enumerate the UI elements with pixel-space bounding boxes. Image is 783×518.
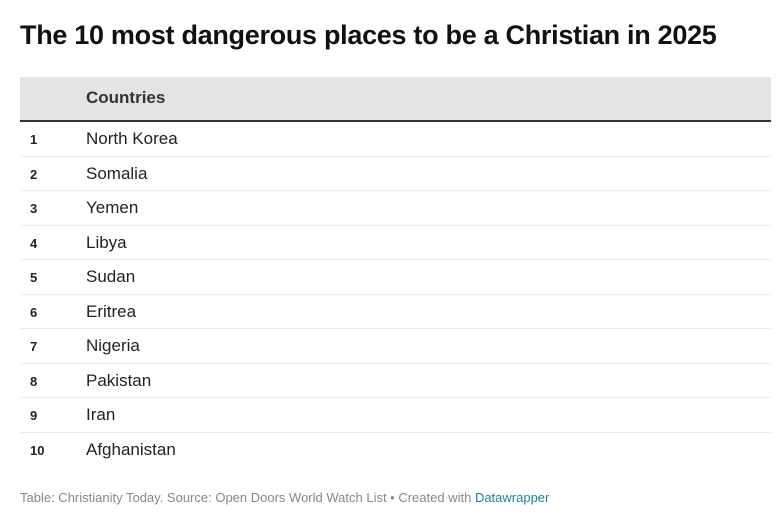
country-cell: Somalia — [86, 163, 148, 183]
country-cell: Afghanistan — [86, 439, 176, 459]
table-row: 1 North Korea — [20, 122, 771, 157]
table-row: 5 Sudan — [20, 260, 771, 295]
table-row: 3 Yemen — [20, 191, 771, 226]
table-header: Countries — [20, 77, 771, 122]
country-cell: Eritrea — [86, 301, 137, 321]
country-cell: Libya — [86, 232, 127, 252]
table-row: 10 Afghanistan — [20, 433, 771, 468]
table-row: 6 Eritrea — [20, 295, 771, 329]
country-cell: Yemen — [86, 198, 139, 217]
country-cell: North Korea — [86, 129, 178, 148]
table-row: 8 Pakistan — [20, 364, 771, 398]
table-body: 1 North Korea 2 Somalia 3 Yemen 4 Libya 5 Sudan 6 E… — [20, 122, 771, 467]
rank-cell: 5 — [30, 270, 38, 285]
table-row: 4 Libya — [20, 226, 771, 260]
table-row: 7 Nigeria — [20, 329, 771, 364]
rank-cell: 8 — [30, 373, 38, 389]
country-cell: Sudan — [86, 267, 136, 286]
country-cell: Iran — [86, 405, 116, 424]
rank-cell: 2 — [30, 166, 38, 182]
rank-cell: 1 — [30, 132, 38, 147]
rank-cell: 4 — [30, 235, 38, 251]
table-row: 2 Somalia — [20, 157, 771, 191]
rank-cell: 7 — [30, 339, 38, 354]
table-row: 9 Iran — [20, 398, 771, 433]
column-header-countries: Countries — [86, 88, 166, 107]
rank-cell: 3 — [30, 201, 38, 216]
country-cell: Pakistan — [86, 370, 152, 390]
rank-cell: 9 — [30, 408, 38, 423]
ranking-table: Countries 1 North Korea 2 Somalia 3 Yemen 4 Lib… — [20, 77, 771, 467]
datawrapper-link[interactable]: Datawrapper — [474, 490, 550, 505]
chart-title: The 10 most dangerous places to be a Chr… — [20, 20, 717, 50]
rank-cell: 10 — [30, 442, 45, 458]
footer-credits: Table: Christianity Today. Source: Open … — [20, 490, 549, 505]
rank-cell: 6 — [30, 304, 38, 320]
country-cell: Nigeria — [86, 336, 140, 355]
footer-source-text: Table: Christianity Today. Source: Open … — [20, 490, 475, 505]
